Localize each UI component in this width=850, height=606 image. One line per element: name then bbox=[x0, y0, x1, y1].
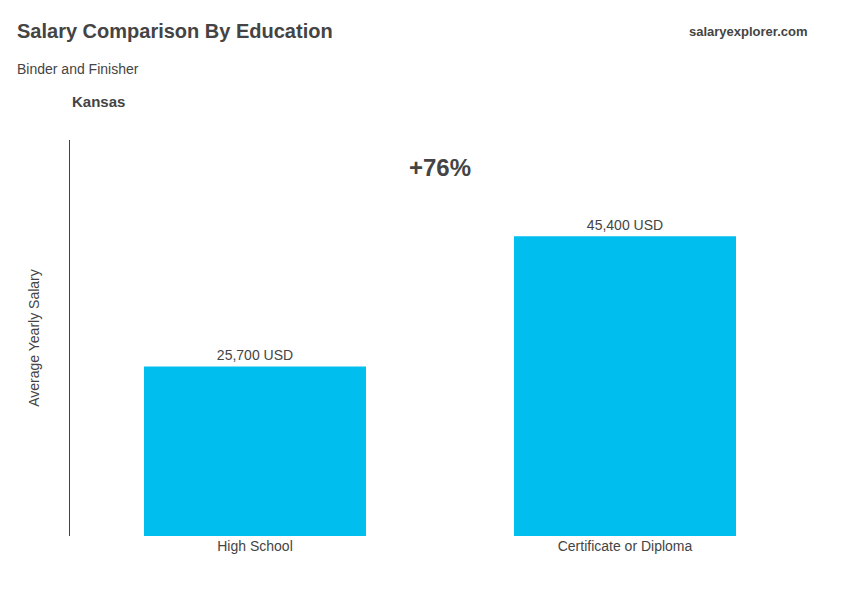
svg-text:Certificate or Diploma: Certificate or Diploma bbox=[558, 538, 693, 554]
svg-text:Salary Comparison By Education: Salary Comparison By Education bbox=[17, 20, 333, 42]
svg-text:+76%: +76% bbox=[409, 154, 471, 181]
svg-text:25,700 USD: 25,700 USD bbox=[217, 347, 293, 363]
svg-text:Average Yearly Salary: Average Yearly Salary bbox=[26, 269, 42, 407]
svg-text:salaryexplorer.com: salaryexplorer.com bbox=[689, 24, 808, 39]
svg-text:High School: High School bbox=[217, 538, 293, 554]
svg-text:Kansas: Kansas bbox=[72, 93, 125, 110]
svg-text:Binder and Finisher: Binder and Finisher bbox=[17, 61, 139, 77]
svg-text:45,400 USD: 45,400 USD bbox=[587, 217, 663, 233]
